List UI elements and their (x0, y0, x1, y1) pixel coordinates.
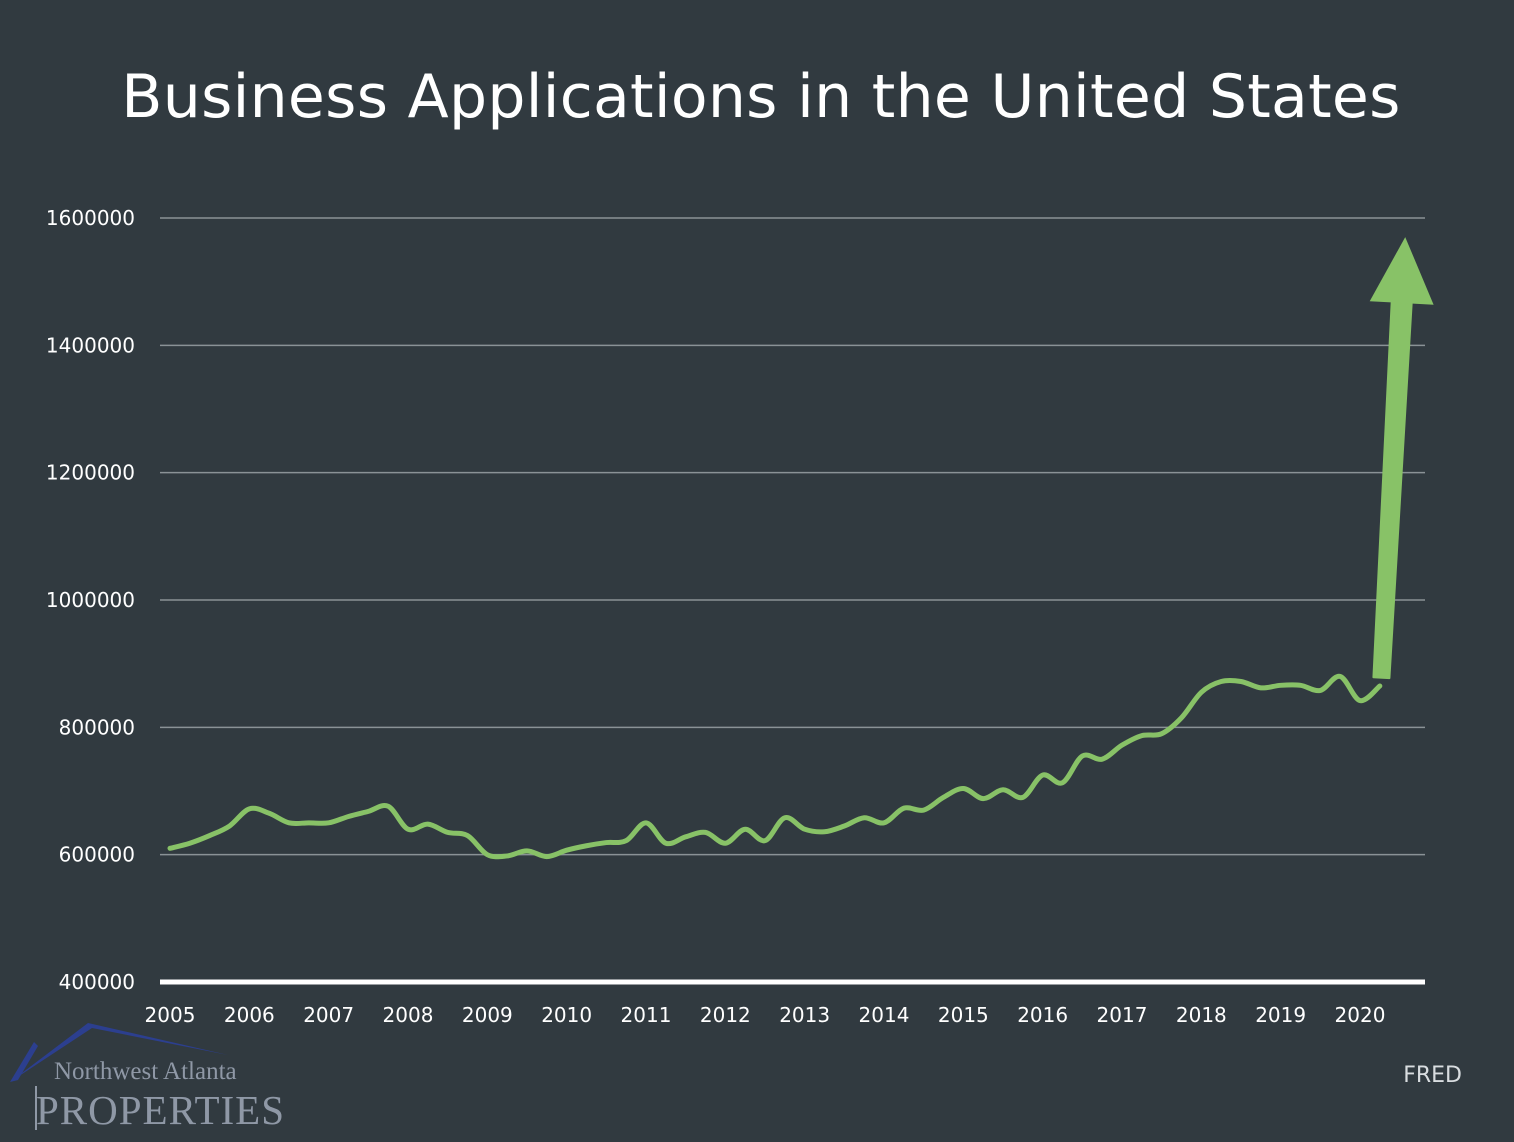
x-tick-label: 2010 (541, 1003, 592, 1027)
y-tick-label: 1600000 (46, 206, 135, 230)
y-tick-label: 1400000 (46, 333, 135, 357)
x-tick-label: 2018 (1176, 1003, 1227, 1027)
x-tick-label: 2015 (938, 1003, 989, 1027)
x-tick-label: 2014 (859, 1003, 910, 1027)
x-tick-label: 2007 (303, 1003, 354, 1027)
x-tick-label: 2013 (779, 1003, 830, 1027)
x-tick-label: 2008 (383, 1003, 434, 1027)
y-tick-label: 800000 (59, 715, 135, 739)
source-label: FRED (1403, 1063, 1462, 1088)
x-tick-label: 2011 (621, 1003, 672, 1027)
house-roof-icon (10, 1023, 228, 1130)
x-tick-label: 2017 (1097, 1003, 1148, 1027)
x-tick-label: 2012 (700, 1003, 751, 1027)
y-tick-label: 1000000 (46, 588, 135, 612)
series (167, 673, 1383, 860)
logo-text-line1: Northwest Atlanta (54, 1058, 237, 1085)
gridlines (160, 217, 1425, 856)
series-line (167, 673, 1383, 860)
x-tick-label: 2009 (462, 1003, 513, 1027)
growth-arrow-shaft (1372, 301, 1413, 680)
x-tick-label: 2020 (1335, 1003, 1386, 1027)
y-tick-label: 1200000 (46, 461, 135, 485)
y-tick-label: 600000 (59, 843, 135, 867)
axes: 400000 600000 800000 1000000 1200000 1400000 1… (46, 206, 1425, 1027)
y-tick-label: 400000 (59, 970, 135, 994)
x-tick-label: 2005 (145, 1003, 196, 1027)
chart-title: Business Applications in the United Stat… (121, 62, 1401, 132)
growth-arrow-head (1369, 237, 1434, 305)
logo-text-line2: PROPERTIES (36, 1087, 286, 1133)
x-tick-label: 2019 (1255, 1003, 1306, 1027)
x-tick-label: 2016 (1017, 1003, 1068, 1027)
company-logo: Northwest Atlanta PROPERTIES (8, 1020, 308, 1135)
annotations (1369, 237, 1434, 680)
x-tick-label: 2006 (224, 1003, 275, 1027)
